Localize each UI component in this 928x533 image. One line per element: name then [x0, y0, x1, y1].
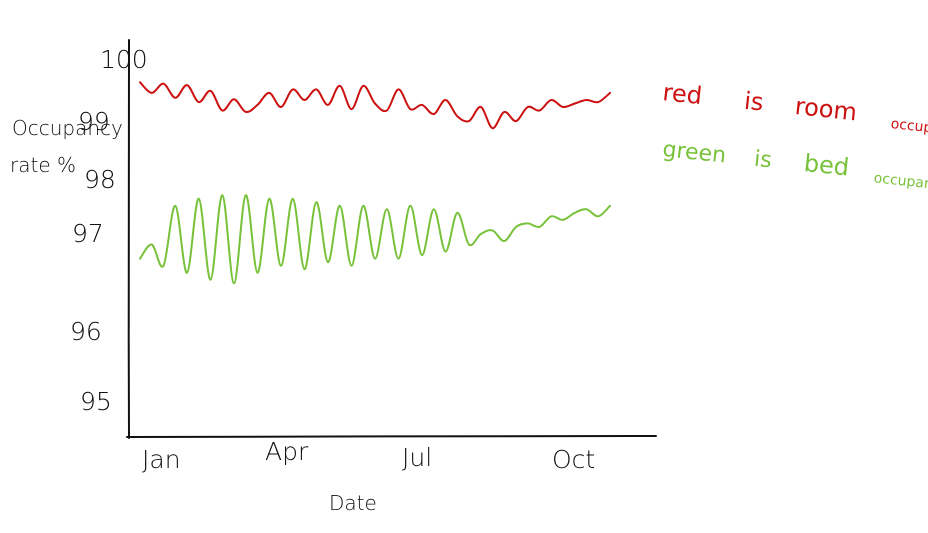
- room-occupancy-line: [139, 81, 611, 130]
- y-tick-label: 100: [100, 45, 148, 74]
- x-tick-labels: Jan Apr Jul Oct: [142, 437, 595, 474]
- axes: [126, 39, 657, 439]
- legend-name: room: [794, 92, 859, 126]
- y-axis-line: [127, 39, 131, 439]
- y-tick-label: 96: [70, 317, 102, 346]
- legend-subname: occupancy rate: [873, 170, 928, 197]
- y-tick-label: 95: [80, 387, 112, 416]
- legend-color-word: green: [661, 137, 727, 169]
- y-tick-label: 97: [72, 219, 104, 248]
- legend-is: is: [743, 87, 765, 117]
- legend-is: is: [753, 147, 773, 174]
- legend-name: bed: [803, 149, 851, 182]
- x-tick-label: Oct: [552, 445, 595, 474]
- legend-subname: occupancy rate: [890, 116, 928, 143]
- x-tick-label: Apr: [265, 437, 309, 466]
- y-axis-title: Occupancy rate %: [10, 116, 123, 177]
- x-axis-line: [126, 435, 657, 438]
- y-axis-title-line: rate %: [10, 153, 76, 177]
- series-lines: [139, 81, 611, 285]
- y-tick-labels: 100 99 98 97 96 95: [70, 45, 148, 416]
- y-axis-title-line: Occupancy: [12, 116, 123, 140]
- x-tick-label: Jan: [142, 445, 181, 474]
- y-tick-label: 98: [84, 165, 116, 194]
- x-tick-label: Jul: [402, 443, 432, 472]
- y-tick-label: 99: [78, 107, 110, 136]
- x-axis-title: Date: [329, 491, 377, 515]
- bed-occupancy-line: [139, 194, 611, 285]
- legend-color-word: red: [661, 78, 703, 110]
